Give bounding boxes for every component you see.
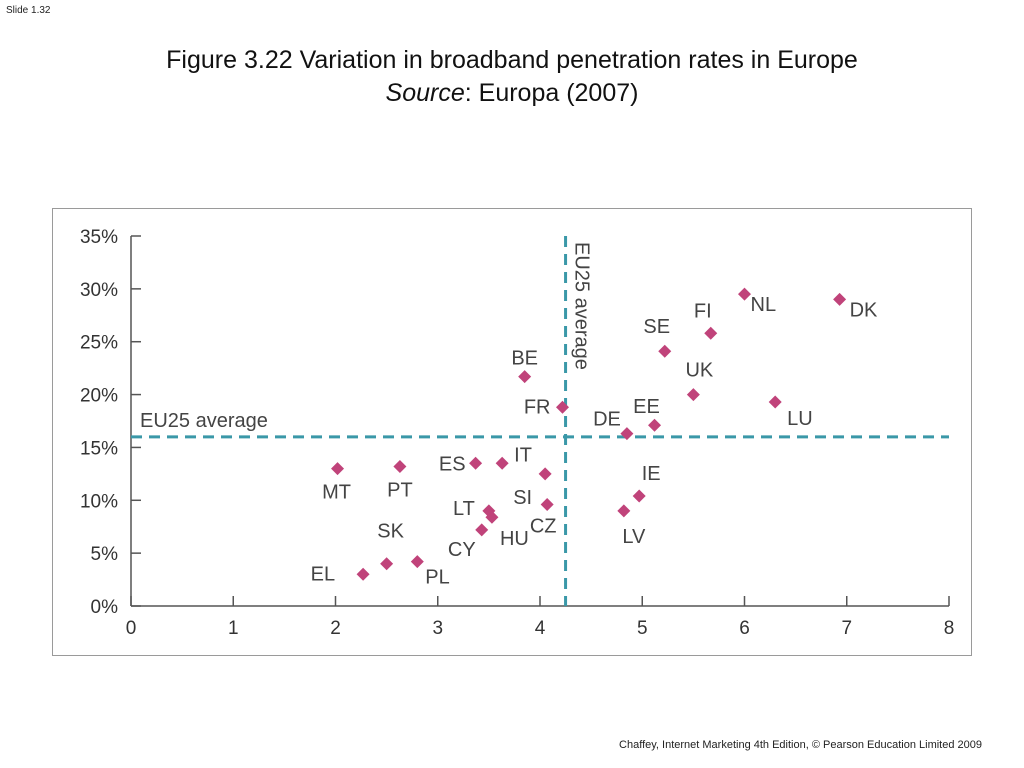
data-point-it [495, 456, 509, 470]
scatter-chart: 0% 5% 10% 15% 20% 25% 30% 35% 0 1 2 3 4 5 6 7 8 EU25 ave… [80, 227, 954, 639]
data-point-fr [555, 400, 569, 414]
point-label-sk: SK [377, 521, 404, 543]
footer-credit: Chaffey, Internet Marketing 4th Edition,… [619, 739, 982, 751]
data-point-lv [617, 504, 631, 518]
data-point-nl [738, 287, 751, 301]
x-tick-label: 6 [739, 618, 750, 639]
data-point-pt [393, 459, 407, 473]
point-label-el: EL [311, 563, 335, 585]
data-point-se [658, 344, 672, 358]
figure-title: Figure 3.22 Variation in broadband penet… [0, 44, 1024, 110]
data-points [331, 287, 847, 581]
point-label-cz: CZ [530, 516, 557, 538]
chart-frame: 0% 5% 10% 15% 20% 25% 30% 35% 0 1 2 3 4 5 6 7 8 EU25 ave… [52, 208, 972, 656]
data-point-sk [380, 557, 394, 571]
point-label-pt: PT [387, 479, 413, 501]
point-label-se: SE [643, 316, 670, 338]
y-tick-label: 15% [80, 438, 118, 459]
x-tick-label: 4 [535, 618, 546, 639]
figure-title-line: Figure 3.22 Variation in broadband penet… [166, 46, 858, 74]
slide-number: Slide 1.32 [6, 5, 51, 16]
point-label-lu: LU [787, 408, 813, 430]
data-point-lt [482, 504, 496, 518]
point-label-lv: LV [622, 526, 646, 548]
source-label: Source [385, 79, 465, 107]
y-tick-label: 30% [80, 280, 118, 301]
y-tick-label: 25% [80, 333, 118, 354]
data-point-dk [833, 292, 847, 306]
point-label-dk: DK [850, 299, 878, 321]
data-point-cz [540, 498, 554, 512]
point-label-de: DE [593, 409, 621, 431]
y-tick-label: 35% [80, 227, 118, 248]
data-point-el [356, 567, 370, 581]
figure-source-line: Source: Europa (2007) [0, 77, 1024, 110]
x-tick-label: 0 [126, 618, 137, 639]
source-text: : Europa (2007) [464, 79, 639, 107]
point-label-uk: UK [685, 360, 713, 382]
data-point-si [538, 467, 552, 481]
eu25-average-vertical-label: EU25 average [571, 242, 593, 370]
data-point-ee [648, 418, 662, 432]
x-tick-label: 1 [228, 618, 239, 639]
point-label-ee: EE [633, 396, 660, 418]
data-point-ie [632, 489, 646, 503]
point-label-es: ES [439, 453, 466, 475]
data-point-mt [331, 462, 345, 476]
point-label-cy: CY [448, 539, 476, 561]
data-point-pl [410, 555, 424, 569]
point-label-fr: FR [524, 396, 551, 418]
axes: 0% 5% 10% 15% 20% 25% 30% 35% 0 1 2 3 4 5 6 7 8 [80, 227, 954, 639]
point-label-fi: FI [694, 300, 712, 322]
reference-lines: EU25 average EU25 average [131, 236, 949, 606]
y-tick-label: 0% [91, 597, 119, 618]
x-tick-label: 3 [432, 618, 443, 639]
point-label-be: BE [511, 348, 538, 370]
data-point-de [620, 427, 634, 441]
point-label-lt: LT [453, 498, 475, 520]
data-point-es [469, 456, 483, 470]
point-labels: EL SK PL MT PT ES IT SI LT HU CY CZ BE FR DE EE LV IE SE UK… [311, 294, 878, 588]
x-tick-label: 8 [944, 618, 955, 639]
data-point-lu [768, 395, 782, 409]
point-label-hu: HU [500, 528, 529, 550]
point-label-nl: NL [751, 294, 777, 316]
x-tick-label: 2 [330, 618, 341, 639]
point-label-pl: PL [425, 567, 449, 589]
eu25-average-horizontal-label: EU25 average [140, 410, 268, 432]
y-tick-label: 20% [80, 386, 118, 407]
data-point-fi [704, 326, 718, 340]
data-point-hu [485, 510, 499, 524]
point-label-si: SI [513, 487, 532, 509]
point-label-mt: MT [322, 482, 351, 504]
y-tick-label: 10% [80, 491, 118, 512]
point-label-it: IT [514, 444, 532, 466]
point-label-ie: IE [642, 463, 661, 485]
x-tick-label: 7 [841, 618, 852, 639]
x-tick-label: 5 [637, 618, 648, 639]
y-tick-label: 5% [91, 544, 119, 565]
data-point-cy [475, 523, 489, 537]
data-point-uk [686, 388, 700, 402]
data-point-be [518, 370, 532, 384]
